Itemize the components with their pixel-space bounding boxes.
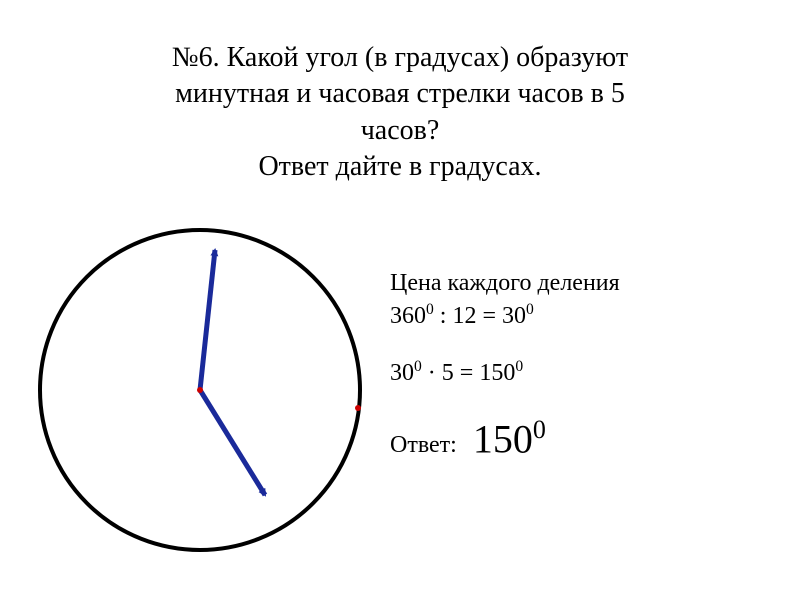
calc-div-mid: : 12 = 30: [434, 303, 526, 329]
title-line-3: часов?: [40, 113, 760, 149]
title-line-1: №6. Какой угол (в градусах) образуют: [40, 40, 760, 76]
calc-mult-rhs-exp: 0: [515, 358, 523, 375]
minute-hand: [200, 250, 215, 390]
calc-div-rhs-exp: 0: [526, 301, 534, 318]
edge-dot: [355, 405, 361, 411]
calc-div-lhs: 360: [390, 303, 426, 329]
answer-number: 150: [473, 416, 533, 461]
answer-value: 1500: [473, 415, 546, 462]
calc-div-lhs-exp: 0: [426, 301, 434, 318]
calculation-block: Цена каждого деления 3600 : 12 = 300 300…: [390, 270, 620, 462]
calc-multiplication: 300 · 5 = 1500: [390, 358, 620, 387]
problem-title: №6. Какой угол (в градусах) образуют мин…: [0, 0, 800, 186]
title-line-4: Ответ дайте в градусах.: [40, 149, 760, 185]
answer-label: Ответ:: [390, 432, 457, 459]
title-line-2: минутная и часовая стрелки часов в 5: [40, 76, 760, 112]
calc-heading: Цена каждого деления: [390, 270, 620, 297]
calc-mult-mid: · 5 = 150: [422, 360, 516, 386]
hour-hand: [200, 390, 265, 495]
center-dot: [197, 387, 203, 393]
clock-diagram: [20, 210, 380, 570]
answer-row: Ответ: 1500: [390, 415, 620, 462]
calc-division: 3600 : 12 = 300: [390, 301, 620, 330]
calc-mult-lhs: 30: [390, 360, 414, 386]
answer-exp: 0: [533, 415, 546, 444]
calc-mult-lhs-exp: 0: [414, 358, 422, 375]
